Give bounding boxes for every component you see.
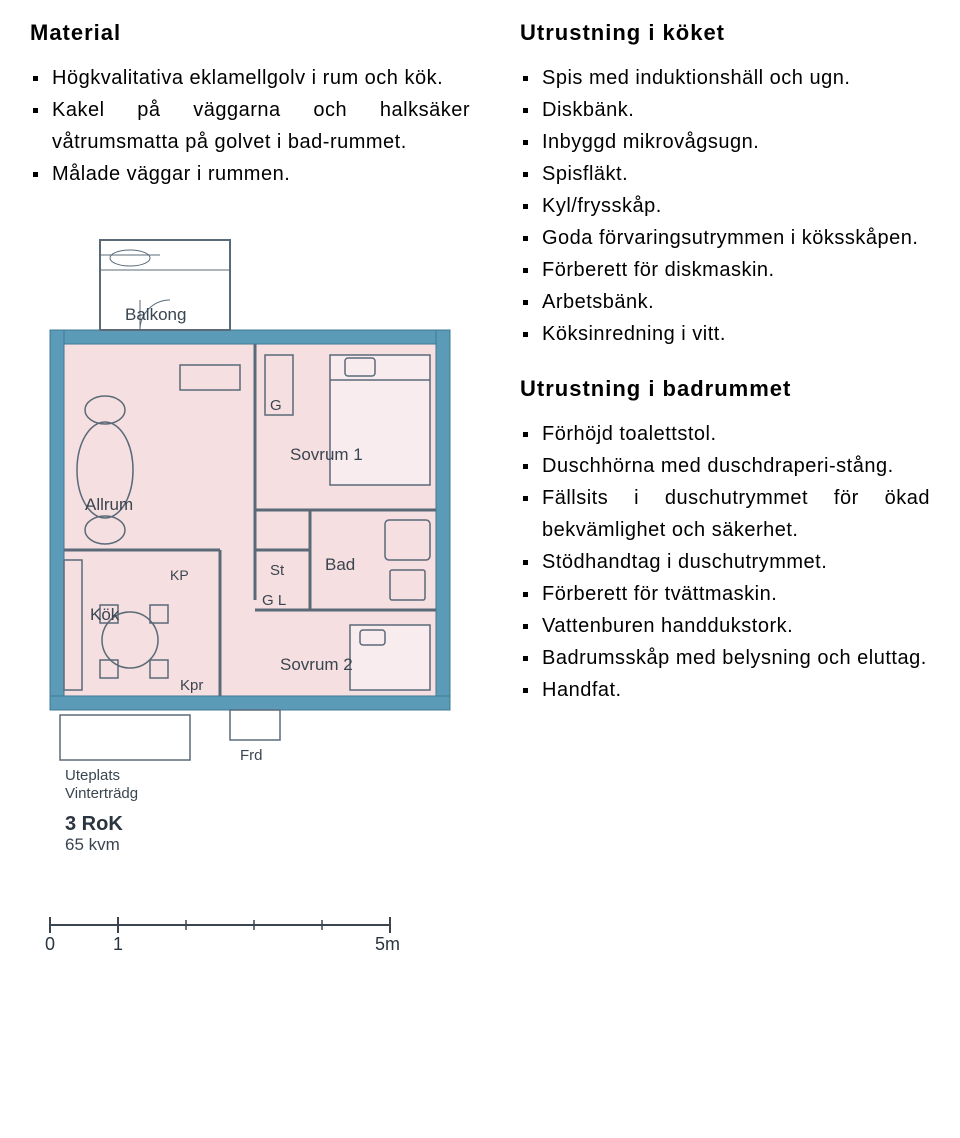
room-label-uteplats2: Vinterträdg <box>65 785 138 802</box>
kitchen-list: Spis med induktionshäll och ugn. Diskbän… <box>520 62 930 350</box>
bath-item: Vattenburen handdukstork. <box>520 610 930 642</box>
room-label-bad: Bad <box>325 555 355 574</box>
material-item: Målade väggar i rummen. <box>30 158 470 190</box>
kitchen-item: Kyl/frysskåp. <box>520 190 930 222</box>
scale-bar: 0 1 5m <box>30 895 410 955</box>
bath-item: Duschhörna med duschdraperi-stång. <box>520 450 930 482</box>
bath-item: Handfat. <box>520 674 930 706</box>
room-label-uteplats: Uteplats <box>65 767 120 784</box>
room-label-frd: Frd <box>240 747 263 764</box>
material-heading: Material <box>30 20 470 46</box>
material-item: Kakel på väggarna och halksäker våtrumsm… <box>30 94 470 158</box>
bath-item: Förhöjd toalettstol. <box>520 418 930 450</box>
bath-item: Fällsits i duschutrymmet för ökad bekväm… <box>520 482 930 546</box>
bath-heading: Utrustning i badrummet <box>520 376 930 402</box>
bath-item: Förberett för tvättmaskin. <box>520 578 930 610</box>
kitchen-item: Arbetsbänk. <box>520 286 930 318</box>
bath-list: Förhöjd toalettstol. Duschhörna med dusc… <box>520 418 930 706</box>
floorplan-svg: Balkong <box>30 210 470 850</box>
scale-label: 0 <box>45 934 55 954</box>
room-label-kok: Kök <box>90 605 120 624</box>
material-item: Högkvalitativa eklamellgolv i rum och kö… <box>30 62 470 94</box>
room-label-gl: G L <box>262 592 286 609</box>
room-label-kp: KP <box>170 567 189 583</box>
kitchen-item: Förberett för diskmaskin. <box>520 254 930 286</box>
kitchen-item: Inbyggd mikrovågsugn. <box>520 126 930 158</box>
room-label-st: St <box>270 562 285 579</box>
kitchen-item: Diskbänk. <box>520 94 930 126</box>
floorplan-figure: Balkong <box>30 210 470 960</box>
kitchen-item: Goda förvaringsutrymmen i köksskåpen. <box>520 222 930 254</box>
room-label-kpr: Kpr <box>180 677 203 694</box>
kitchen-item: Spisfläkt. <box>520 158 930 190</box>
room-label-sovrum2: Sovrum 2 <box>280 655 353 674</box>
bath-item: Stödhandtag i duschutrymmet. <box>520 546 930 578</box>
room-label-g: G <box>270 397 282 414</box>
room-label-sovrum1: Sovrum 1 <box>290 445 363 464</box>
bath-item: Badrumsskåp med belysning och eluttag. <box>520 642 930 674</box>
room-label-balkong: Balkong <box>125 305 186 324</box>
floorplan-subtitle: 65 kvm <box>65 835 120 850</box>
kitchen-item: Spis med induktionshäll och ugn. <box>520 62 930 94</box>
kitchen-item: Köksinredning i vitt. <box>520 318 930 350</box>
kitchen-heading: Utrustning i köket <box>520 20 930 46</box>
scale-label: 5m <box>375 934 400 954</box>
floorplan-title: 3 RoK <box>65 813 123 835</box>
scale-label: 1 <box>113 934 123 954</box>
room-label-allrum: Allrum <box>85 495 133 514</box>
material-list: Högkvalitativa eklamellgolv i rum och kö… <box>30 62 470 190</box>
